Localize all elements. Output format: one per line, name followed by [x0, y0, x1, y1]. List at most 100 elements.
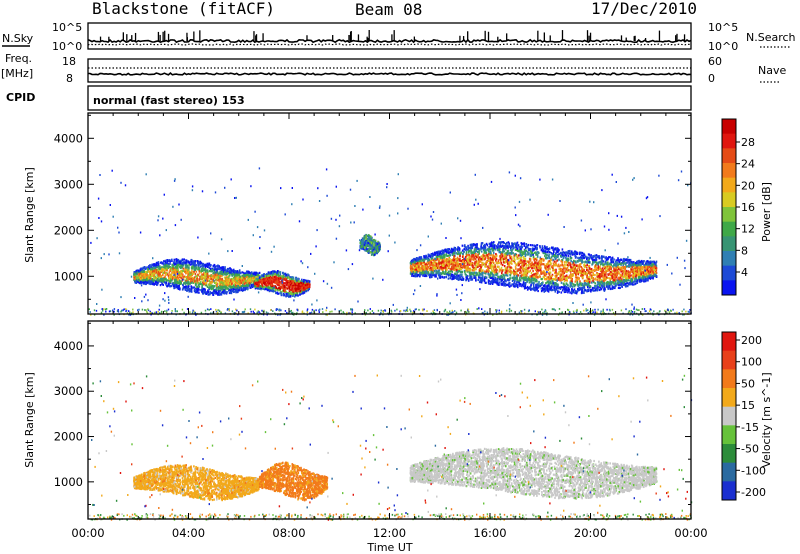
data-cell [378, 248, 380, 251]
data-cell [287, 273, 289, 276]
data-cell [291, 287, 293, 290]
data-cell [293, 280, 295, 283]
data-cell [244, 274, 246, 277]
data-cell [161, 268, 163, 271]
data-cell [235, 287, 237, 291]
data-cell [505, 273, 507, 276]
data-cell [452, 268, 455, 271]
data-cell [297, 289, 300, 292]
data-cell [225, 291, 228, 294]
data-cell [203, 279, 206, 282]
data-cell [520, 249, 523, 252]
data-cell [374, 246, 377, 249]
data-cell [192, 265, 194, 268]
data-cell [164, 263, 166, 266]
data-cell [193, 286, 195, 289]
data-cell [177, 261, 179, 264]
data-cell [235, 270, 237, 273]
data-cell [177, 277, 180, 280]
data-cell [222, 285, 225, 288]
data-cell [368, 243, 370, 246]
data-cell [193, 266, 196, 269]
data-cell [193, 288, 196, 292]
data-cell [138, 281, 140, 284]
data-cell [274, 273, 276, 276]
data-cell [165, 273, 167, 276]
data-cell [191, 277, 193, 281]
data-cell [605, 271, 607, 274]
data-cell [245, 284, 247, 287]
data-cell [184, 282, 187, 285]
data-cell [201, 278, 203, 281]
data-cell [302, 282, 305, 285]
data-cell [195, 275, 197, 278]
data-cell [164, 266, 166, 269]
data-cell [224, 273, 226, 276]
data-cell [168, 271, 171, 274]
data-cell [221, 278, 223, 281]
data-cell [226, 284, 228, 287]
data-cell [166, 285, 169, 288]
data-cell [218, 268, 221, 271]
data-cell [210, 269, 212, 272]
data-cell [365, 246, 367, 249]
data-cell [169, 273, 171, 277]
data-cell [599, 260, 601, 264]
data-cell [185, 266, 187, 269]
data-cell [202, 279, 205, 282]
data-cell [204, 277, 207, 280]
data-cell [236, 276, 239, 279]
data-cell [186, 276, 189, 279]
data-cell [258, 271, 261, 274]
data-cell [189, 263, 192, 266]
data-cell [248, 282, 251, 285]
data-cell [269, 280, 272, 283]
data-cell [303, 280, 305, 283]
data-cell [198, 285, 201, 288]
data-cell [548, 267, 550, 270]
data-cell [182, 277, 185, 280]
data-cell [153, 264, 155, 267]
data-cell [275, 277, 277, 280]
data-cell [261, 274, 264, 277]
data-cell [277, 292, 280, 295]
data-cell [375, 242, 378, 245]
data-cell [162, 283, 164, 286]
data-cell [157, 280, 160, 283]
data-cell [187, 268, 189, 271]
data-cell [373, 248, 375, 251]
data-cell [261, 285, 263, 288]
data-cell [246, 274, 248, 277]
data-cell [268, 287, 271, 290]
data-cell [434, 251, 436, 254]
data-cell [377, 247, 379, 250]
data-cell [156, 265, 159, 268]
data-cell [208, 283, 210, 286]
data-cell [213, 271, 216, 274]
data-cell [227, 287, 230, 290]
data-cell [166, 267, 168, 270]
data-cell [139, 268, 142, 271]
data-cell [177, 285, 179, 288]
data-cell [192, 266, 194, 269]
date-title: 17/Dec/2010 [591, 0, 697, 18]
data-cell [194, 273, 197, 276]
data-cell [218, 279, 220, 283]
data-cell [363, 235, 366, 238]
data-cell [282, 285, 285, 288]
data-cell [148, 266, 151, 269]
data-cell [543, 284, 545, 287]
data-cell [284, 272, 287, 275]
data-cell [135, 276, 137, 279]
data-cell [374, 249, 376, 252]
data-cell [203, 268, 206, 271]
data-cell [137, 273, 140, 276]
data-cell [172, 281, 175, 285]
data-cell [144, 278, 147, 281]
data-cell [292, 282, 294, 285]
data-cell [228, 275, 230, 278]
data-cell [177, 287, 180, 290]
data-cell [290, 291, 292, 294]
data-cell [235, 291, 237, 294]
data-cell [214, 273, 216, 276]
